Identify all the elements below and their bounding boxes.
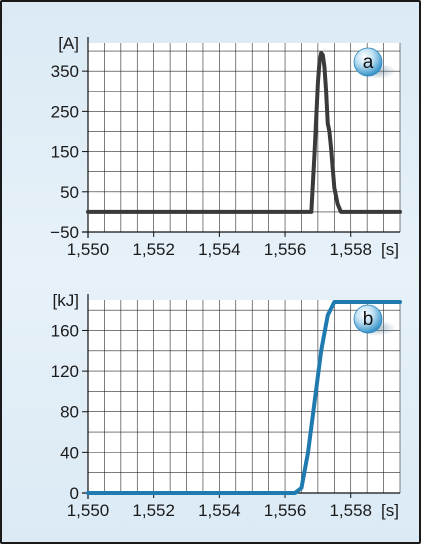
x-tick-label: 1,558 [329,501,372,520]
y-unit-label: [kJ] [53,291,79,310]
y-tick-label: 350 [51,62,79,81]
y-tick-label: 160 [51,321,79,340]
x-tick-label: 1,550 [67,240,110,259]
x-unit-label: [s] [381,240,399,259]
y-tick-label: 250 [51,102,79,121]
x-tick-label: 1,552 [132,501,175,520]
x-tick-label: 1,558 [329,240,372,259]
x-tick-label: 1,556 [264,240,307,259]
panel-label: a [363,52,374,73]
y-tick-label: 80 [60,403,79,422]
x-tick-label: 1,554 [198,501,241,520]
x-tick-label: 1,554 [198,240,241,259]
x-tick-label: 1,550 [67,501,110,520]
plot-area [88,43,400,232]
y-tick-label: 40 [60,443,79,462]
x-unit-label: [s] [381,501,399,520]
x-tick-label: 1,552 [132,240,175,259]
panel-label-bubble [353,47,383,77]
chart-panel-a: −50 50 150 250 350 1,550 1,552 1,554 1,556 1,558 [… [50,34,402,259]
chart-panel-b: 0 40 80 120 160 1,550 1,552 1,554 1,556 1,558 [kJ]… [51,291,402,520]
series-line [86,300,402,495]
plot-area [88,300,400,493]
y-unit-label: [A] [58,34,79,53]
panel-label-bubble [353,304,383,334]
series-line [86,51,402,214]
panel-label: b [363,309,374,330]
y-tick-label: 120 [51,362,79,381]
y-tick-label: −50 [50,223,79,242]
x-tick-label: 1,556 [264,501,307,520]
y-tick-label: 50 [60,183,79,202]
y-tick-label: 150 [51,143,79,162]
y-tick-label: 0 [70,484,79,503]
